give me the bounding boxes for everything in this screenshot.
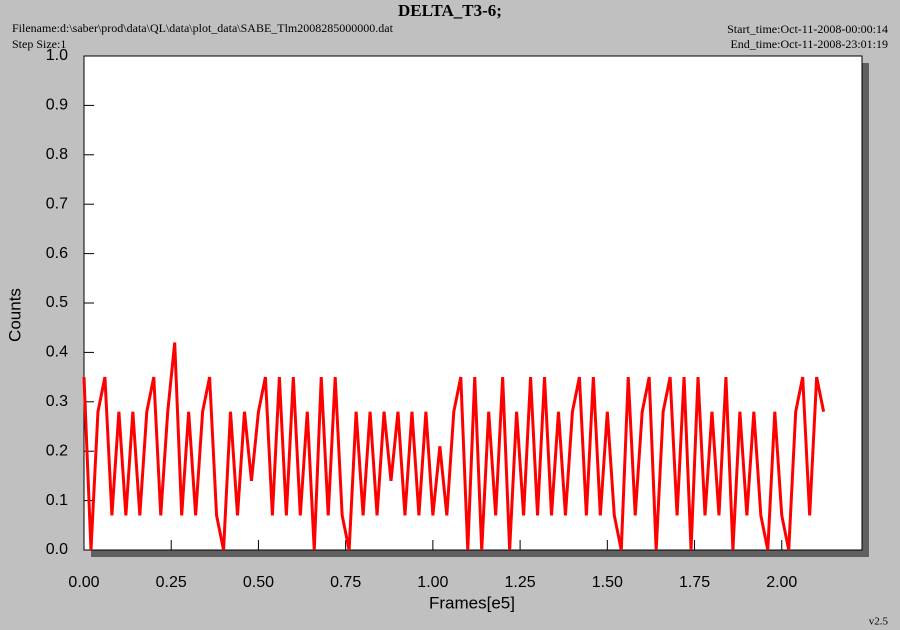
x-tick-label: 0.00: [68, 574, 99, 591]
version: v2.5: [869, 616, 889, 628]
x-tick-label: 1.75: [679, 574, 710, 591]
y-tick-label: 0.6: [46, 245, 68, 262]
x-tick-label: 0.50: [243, 574, 274, 591]
data-line: [82, 342, 826, 551]
y-axis-label: Counts: [5, 288, 24, 342]
chart-title: DELTA_T3-6;: [398, 1, 502, 20]
x-tick-label: 2.00: [766, 574, 797, 591]
x-tick-label: 0.25: [156, 574, 187, 591]
x-tick-label: 0.75: [330, 574, 361, 591]
step-size: Step Size:1: [12, 37, 66, 51]
filename: Filename:d:\saber\prod\data\QL\data\plot…: [12, 21, 394, 35]
y-tick-label: 0.2: [46, 442, 68, 459]
y-tick-label: 0.0: [46, 541, 68, 558]
end-time: End_time:Oct-11-2008-23:01:19: [730, 37, 888, 51]
y-tick-label: 0.4: [46, 344, 68, 361]
y-tick-label: 0.3: [46, 393, 68, 410]
x-axis-label: Frames[e5]: [429, 593, 515, 612]
y-tick-label: 0.8: [46, 146, 68, 163]
y-tick-label: 0.5: [46, 294, 68, 311]
x-tick-label: 1.50: [592, 574, 623, 591]
x-tick-label: 1.00: [417, 574, 448, 591]
y-tick-label: 0.9: [46, 97, 68, 114]
y-tick-label: 1.0: [46, 47, 68, 64]
y-tick-label: 0.7: [46, 195, 68, 212]
start-time: Start_time:Oct-11-2008-00:00:14: [727, 22, 888, 36]
x-tick-label: 1.25: [505, 574, 536, 591]
y-tick-label: 0.1: [46, 492, 68, 509]
